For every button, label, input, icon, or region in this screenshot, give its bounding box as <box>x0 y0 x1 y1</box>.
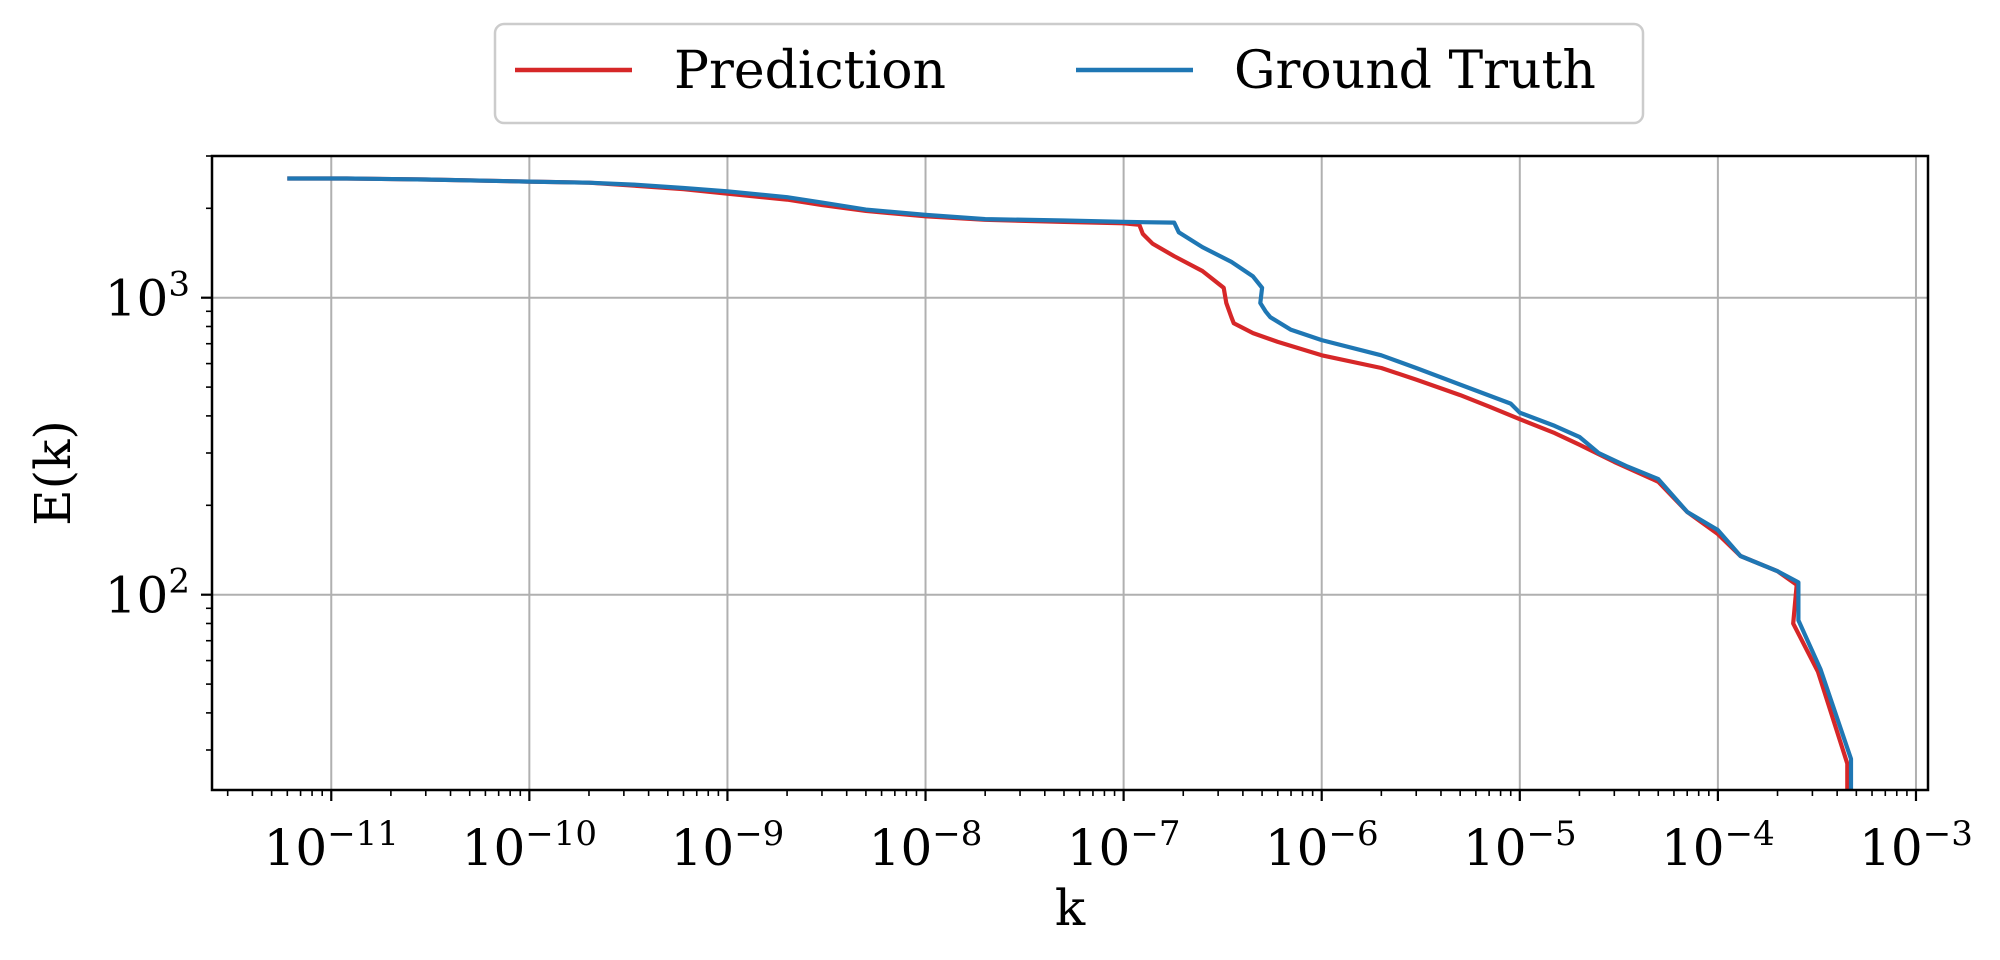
series-line-prediction <box>287 176 1850 790</box>
series-line-ground-truth <box>287 176 1854 790</box>
plot-frame <box>210 154 1930 792</box>
x-tick-label: 10−6 <box>1265 814 1379 877</box>
x-tick-label: 10−9 <box>671 814 785 877</box>
legend: Prediction Ground Truth <box>493 22 1645 125</box>
tick-labels: 10−11 10−10 10−9 10−8 10−7 10−6 10−5 10−4 10−3 10… <box>105 265 1973 877</box>
legend-label-prediction: Prediction <box>674 41 946 101</box>
x-axis-label: k <box>1055 879 1086 937</box>
major-ticks <box>201 296 1918 801</box>
legend-label-ground-truth: Ground Truth <box>1234 41 1596 101</box>
x-tick-label: 10−7 <box>1067 814 1181 877</box>
x-tick-label: 10−10 <box>462 814 597 877</box>
y-axis-label: E(k) <box>24 420 82 526</box>
series-layer <box>287 176 1854 790</box>
grid <box>212 156 1928 790</box>
x-tick-label: 10−4 <box>1661 814 1775 877</box>
y-tick-label: 103 <box>105 265 190 328</box>
x-tick-label: 10−3 <box>1859 814 1973 877</box>
legend-box <box>493 22 1645 125</box>
x-tick-label: 10−11 <box>264 814 399 877</box>
x-tick-label: 10−8 <box>869 814 983 877</box>
y-tick-label: 102 <box>105 562 190 625</box>
x-tick-label: 10−5 <box>1463 814 1577 877</box>
